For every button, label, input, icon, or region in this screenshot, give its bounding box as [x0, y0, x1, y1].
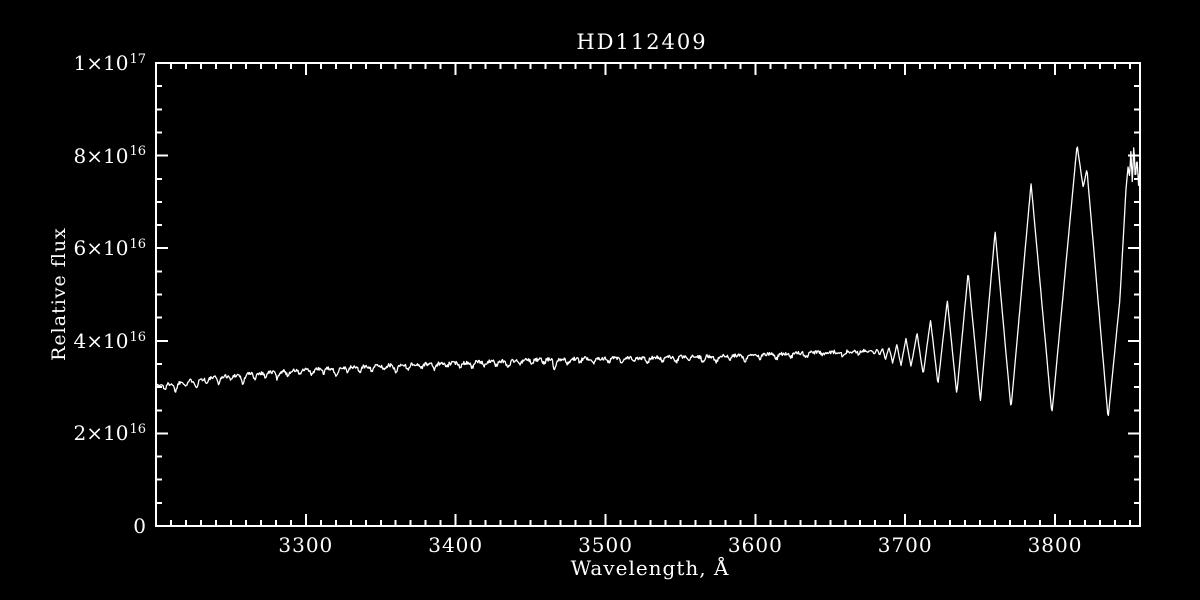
y-tick-label: 6×1016	[73, 236, 146, 261]
y-tick-label: 0	[133, 514, 146, 538]
y-tick-label: 8×1016	[73, 143, 146, 168]
x-tick-label: 3500	[578, 533, 633, 557]
x-tick-label: 3300	[278, 533, 334, 557]
x-tick-label: 3400	[428, 533, 484, 557]
y-tick-label: 4×1016	[73, 328, 146, 353]
x-tick-label: 3800	[1027, 533, 1083, 557]
spectrum-line	[155, 146, 1141, 417]
y-tick-label: 1×1017	[73, 51, 146, 75]
x-tick-label: 3700	[877, 533, 933, 557]
axes-box	[155, 62, 1141, 527]
x-tick-label: 3600	[727, 533, 783, 557]
y-tick-label: 2×1016	[73, 421, 146, 446]
y-axis-label: Relative flux	[48, 227, 70, 361]
x-axis-label: Wavelength, Å	[570, 556, 730, 580]
chart-title: HD112409	[576, 30, 708, 54]
